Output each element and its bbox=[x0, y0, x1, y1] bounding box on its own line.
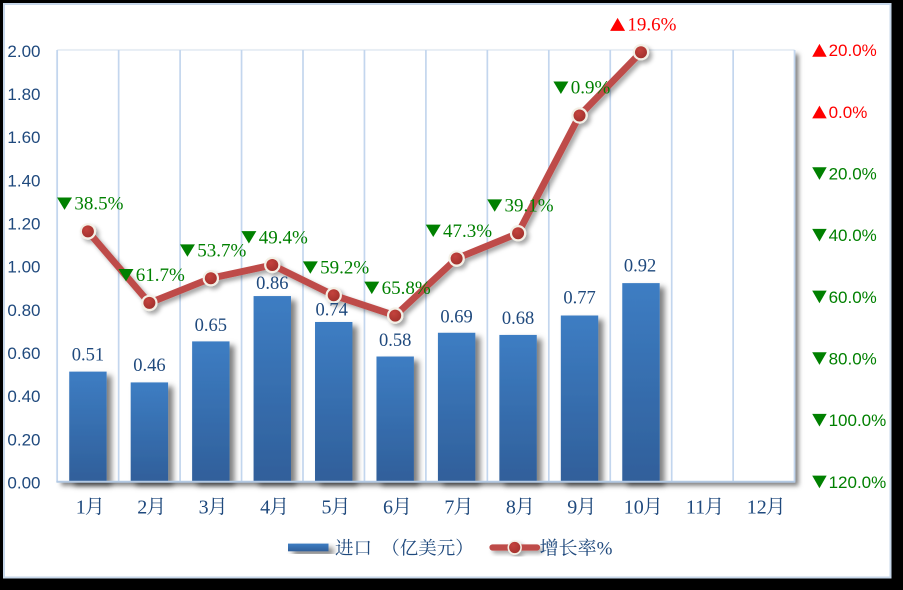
svg-text:0.20: 0.20 bbox=[7, 430, 40, 449]
svg-text:1.00: 1.00 bbox=[7, 258, 40, 277]
svg-text:0.60: 0.60 bbox=[7, 344, 40, 363]
svg-text:19.6%: 19.6% bbox=[627, 15, 676, 36]
svg-text:1.40: 1.40 bbox=[7, 171, 40, 190]
svg-text:8: 8 bbox=[506, 496, 516, 518]
svg-text:0.40: 0.40 bbox=[7, 387, 40, 406]
svg-text:1.20: 1.20 bbox=[7, 215, 40, 234]
svg-text:9: 9 bbox=[567, 496, 577, 518]
svg-text:0.51: 0.51 bbox=[72, 345, 104, 365]
svg-text:12: 12 bbox=[747, 496, 767, 518]
svg-text:0.86: 0.86 bbox=[256, 274, 288, 294]
svg-text:100.0%: 100.0% bbox=[829, 411, 887, 430]
svg-text:0.80: 0.80 bbox=[7, 301, 40, 320]
svg-text:47.3%: 47.3% bbox=[443, 221, 492, 242]
svg-text:53.7%: 53.7% bbox=[197, 241, 246, 262]
svg-text:61.7%: 61.7% bbox=[136, 265, 185, 286]
svg-text:80.0%: 80.0% bbox=[829, 350, 877, 369]
svg-text:38.5%: 38.5% bbox=[74, 194, 123, 215]
svg-text:59.2%: 59.2% bbox=[320, 258, 369, 279]
svg-text:1.80: 1.80 bbox=[7, 85, 40, 104]
svg-text:0.58: 0.58 bbox=[379, 331, 411, 351]
svg-text:0.77: 0.77 bbox=[563, 289, 595, 309]
svg-text:120.0%: 120.0% bbox=[829, 473, 887, 492]
svg-text:0.46: 0.46 bbox=[133, 356, 165, 376]
svg-text:0.00: 0.00 bbox=[7, 474, 40, 493]
svg-text:40.0%: 40.0% bbox=[829, 226, 877, 245]
svg-text:0.68: 0.68 bbox=[502, 309, 534, 329]
svg-text:0.69: 0.69 bbox=[440, 307, 472, 327]
svg-text:39.1%: 39.1% bbox=[504, 196, 553, 217]
svg-text:0.74: 0.74 bbox=[316, 301, 348, 321]
svg-text:10: 10 bbox=[624, 496, 644, 518]
svg-text:0.65: 0.65 bbox=[195, 316, 227, 336]
svg-text:0.0%: 0.0% bbox=[829, 103, 868, 122]
svg-text:1.60: 1.60 bbox=[7, 128, 40, 147]
svg-text:7: 7 bbox=[444, 496, 454, 518]
svg-text:49.4%: 49.4% bbox=[259, 227, 308, 248]
svg-text:0.9%: 0.9% bbox=[571, 78, 611, 99]
svg-text:5: 5 bbox=[322, 496, 332, 518]
svg-text:11: 11 bbox=[686, 496, 705, 518]
svg-text:2: 2 bbox=[137, 496, 147, 518]
svg-text:1: 1 bbox=[76, 496, 86, 518]
svg-text:20.0%: 20.0% bbox=[829, 165, 877, 184]
svg-text:20.0%: 20.0% bbox=[829, 41, 877, 60]
svg-text:3: 3 bbox=[199, 496, 209, 518]
svg-text:60.0%: 60.0% bbox=[829, 288, 877, 307]
svg-text:2.00: 2.00 bbox=[7, 42, 40, 61]
svg-text:6: 6 bbox=[383, 496, 393, 518]
svg-text:65.8%: 65.8% bbox=[382, 278, 431, 299]
svg-text:0.92: 0.92 bbox=[624, 256, 656, 276]
svg-text:%: % bbox=[597, 539, 613, 560]
svg-text:4: 4 bbox=[260, 496, 270, 518]
